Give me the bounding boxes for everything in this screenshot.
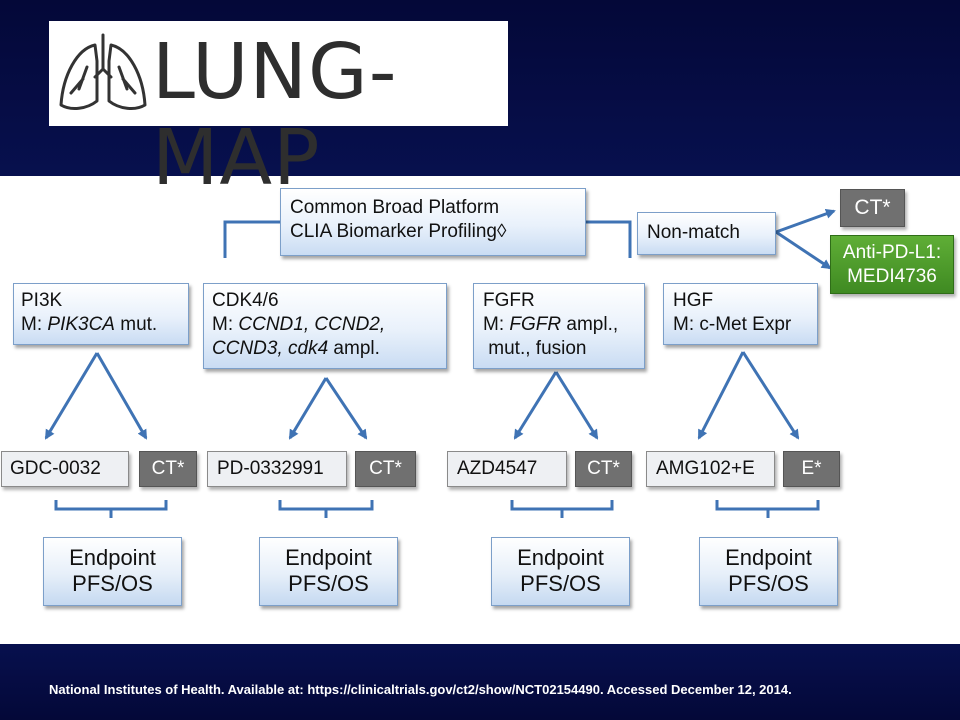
endpoint-line-1: Endpoint	[517, 545, 604, 570]
endpoint-box: Endpoint PFS/OS	[491, 537, 630, 606]
endpoint-line-2: PFS/OS	[728, 571, 809, 596]
drug-label: AZD4547	[457, 458, 538, 479]
drug-box: PD-0332991	[207, 451, 347, 487]
gene-name: FGFR	[509, 314, 562, 335]
anti-pd-l1-line-2: MEDI4736	[847, 266, 937, 287]
platform-box: Common Broad Platform CLIA Biomarker Pro…	[280, 188, 586, 256]
drug-label: AMG102+E	[656, 458, 755, 479]
arm-box-pi3k: PI3K M: PIK3CA mut.	[13, 283, 189, 345]
control-box: E*	[783, 451, 840, 487]
lung-map-logo: LUNG-MAP	[49, 21, 508, 202]
endpoint-line-1: Endpoint	[69, 545, 156, 570]
drug-box: AZD4547	[447, 451, 567, 487]
gene-names: CCND1, CCND2,	[238, 314, 386, 335]
citation: National Institutes of Health. Available…	[49, 682, 792, 697]
anti-pd-l1-box: Anti-PD-L1: MEDI4736	[830, 235, 954, 294]
control-box: CT*	[139, 451, 197, 487]
gene-name: PIK3CA	[47, 314, 115, 335]
arm-marker: M: FGFR ampl.,	[483, 314, 619, 335]
non-match-ct-label: CT*	[854, 196, 891, 219]
arm-target: HGF	[673, 290, 714, 311]
arm-box-hgf: HGF M: c-Met Expr	[663, 283, 818, 345]
non-match-label: Non-match	[647, 222, 740, 243]
endpoint-line-2: PFS/OS	[72, 571, 153, 596]
lungs-icon	[59, 33, 147, 110]
non-match-box: Non-match	[637, 212, 776, 255]
control-box: CT*	[575, 451, 632, 487]
footer-band	[0, 644, 960, 720]
drug-label: PD-0332991	[217, 458, 324, 479]
endpoint-line-1: Endpoint	[285, 545, 372, 570]
endpoint-line-2: PFS/OS	[520, 571, 601, 596]
endpoint-box: Endpoint PFS/OS	[699, 537, 838, 606]
arm-marker-continued: mut., fusion	[483, 338, 587, 359]
logo-wordmark: LUNG-MAP	[152, 28, 398, 203]
arm-marker: M: CCND1, CCND2,	[212, 314, 386, 335]
endpoint-line-2: PFS/OS	[288, 571, 369, 596]
arm-target: FGFR	[483, 290, 535, 311]
control-label: E*	[801, 458, 822, 479]
control-label: CT*	[151, 458, 185, 479]
drug-label: GDC-0032	[10, 458, 101, 479]
endpoint-box: Endpoint PFS/OS	[259, 537, 398, 606]
platform-line-2: CLIA Biomarker Profiling◊	[290, 221, 507, 242]
arm-marker: M: c-Met Expr	[673, 314, 792, 335]
control-box: CT*	[355, 451, 416, 487]
arm-marker-continued: CCND3, cdk4 ampl.	[212, 338, 380, 359]
arm-target: CDK4/6	[212, 290, 279, 311]
gene-names: CCND3, cdk4	[212, 338, 329, 359]
arm-box-cdk46: CDK4/6 M: CCND1, CCND2, CCND3, cdk4 ampl…	[203, 283, 447, 369]
control-label: CT*	[369, 458, 402, 479]
drug-box: GDC-0032	[1, 451, 129, 487]
drug-box: AMG102+E	[646, 451, 775, 487]
non-match-ct-box: CT*	[840, 189, 905, 227]
platform-line-1: Common Broad Platform	[290, 197, 500, 218]
endpoint-box: Endpoint PFS/OS	[43, 537, 182, 606]
anti-pd-l1-line-1: Anti-PD-L1:	[842, 242, 942, 263]
arm-target: PI3K	[21, 290, 63, 311]
control-label: CT*	[587, 458, 620, 479]
arm-box-fgfr: FGFR M: FGFR ampl., mut., fusion	[473, 283, 645, 369]
arm-marker: M: PIK3CA mut.	[21, 314, 158, 335]
endpoint-line-1: Endpoint	[725, 545, 812, 570]
